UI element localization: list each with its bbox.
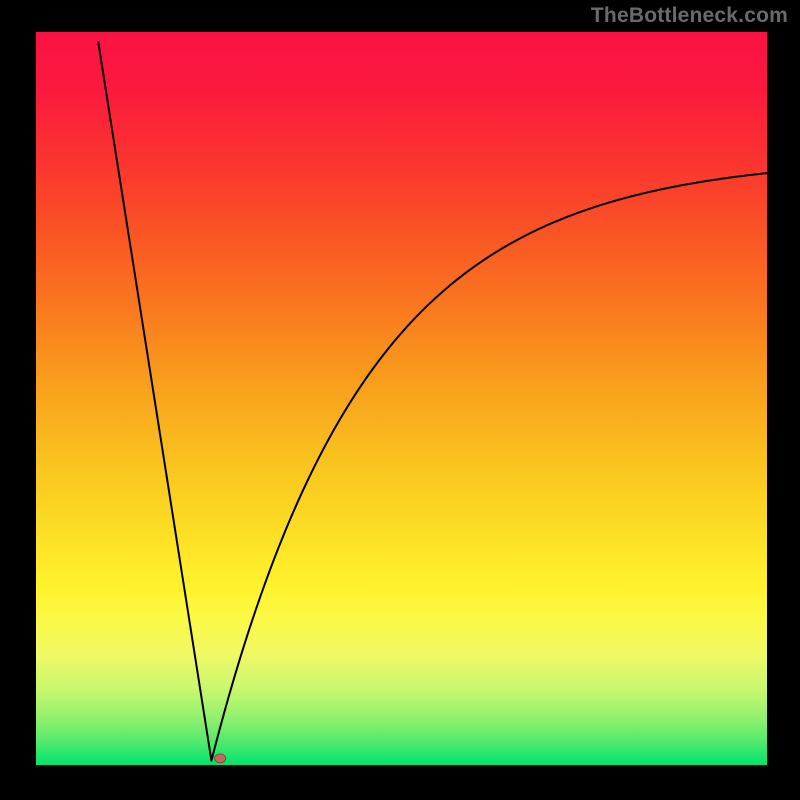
plot-area [36, 32, 767, 765]
watermark-text: TheBottleneck.com [591, 4, 788, 28]
chart-frame: TheBottleneck.com [0, 0, 800, 800]
dip-marker [215, 754, 226, 763]
chart-svg [36, 32, 767, 765]
